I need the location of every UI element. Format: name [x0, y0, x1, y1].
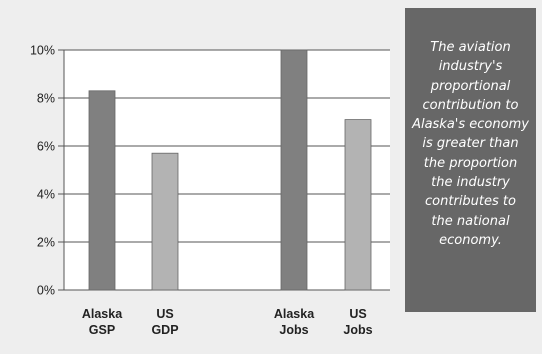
x-tick-label: US GDP — [151, 307, 178, 337]
y-tick-label: 10% — [30, 44, 55, 58]
y-tick-label: 8% — [37, 92, 55, 106]
chart-panel: 0% 2% 4% 6% 8% 10% Alaska GSP US GDP Alaska Jobs US… — [6, 6, 398, 348]
bar-alaska-jobs — [280, 49, 308, 291]
callout-line: contribution to — [422, 97, 519, 113]
y-tick-label: 4% — [37, 188, 55, 202]
x-tick-label: Alaska Jobs — [274, 307, 315, 337]
callout-line: proportional — [430, 78, 511, 94]
callout-line: is greater than — [422, 136, 519, 152]
callout-line: the proportion — [423, 155, 518, 171]
callout-line: Alaska's economy — [412, 117, 529, 133]
callout-line: economy. — [439, 232, 502, 248]
bar-us-jobs — [344, 119, 372, 291]
callout-box: The aviation industry's proportional contri… — [405, 8, 536, 312]
x-tick-label: Alaska GSP — [82, 307, 123, 337]
callout-line: The aviation — [430, 40, 511, 55]
y-tick-label: 6% — [37, 140, 55, 154]
bar-alaska-gsp — [88, 90, 116, 291]
callout-line: the industry — [431, 175, 510, 191]
y-tick-label: 0% — [37, 284, 55, 298]
callout-line: contributes to — [425, 194, 516, 210]
callout-line: industry's — [438, 59, 503, 75]
x-axis-labels: Alaska GSP US GDP Alaska Jobs US Jobs — [82, 307, 373, 337]
y-tick-label: 2% — [37, 236, 55, 250]
bar-layer — [88, 49, 372, 291]
y-axis-ticks: 0% 2% 4% 6% 8% 10% — [30, 44, 55, 298]
bar-chart: 0% 2% 4% 6% 8% 10% Alaska GSP US GDP Alaska Jobs US… — [30, 44, 390, 337]
bar-us-gdp — [151, 152, 179, 291]
x-tick-label: US Jobs — [343, 307, 372, 337]
plot-area — [64, 50, 390, 290]
callout-line: the national — [431, 213, 510, 229]
